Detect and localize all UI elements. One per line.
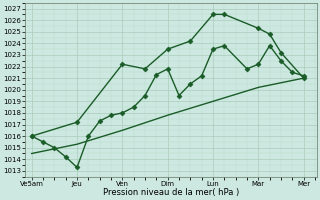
X-axis label: Pression niveau de la mer( hPa ): Pression niveau de la mer( hPa ) xyxy=(103,188,239,197)
